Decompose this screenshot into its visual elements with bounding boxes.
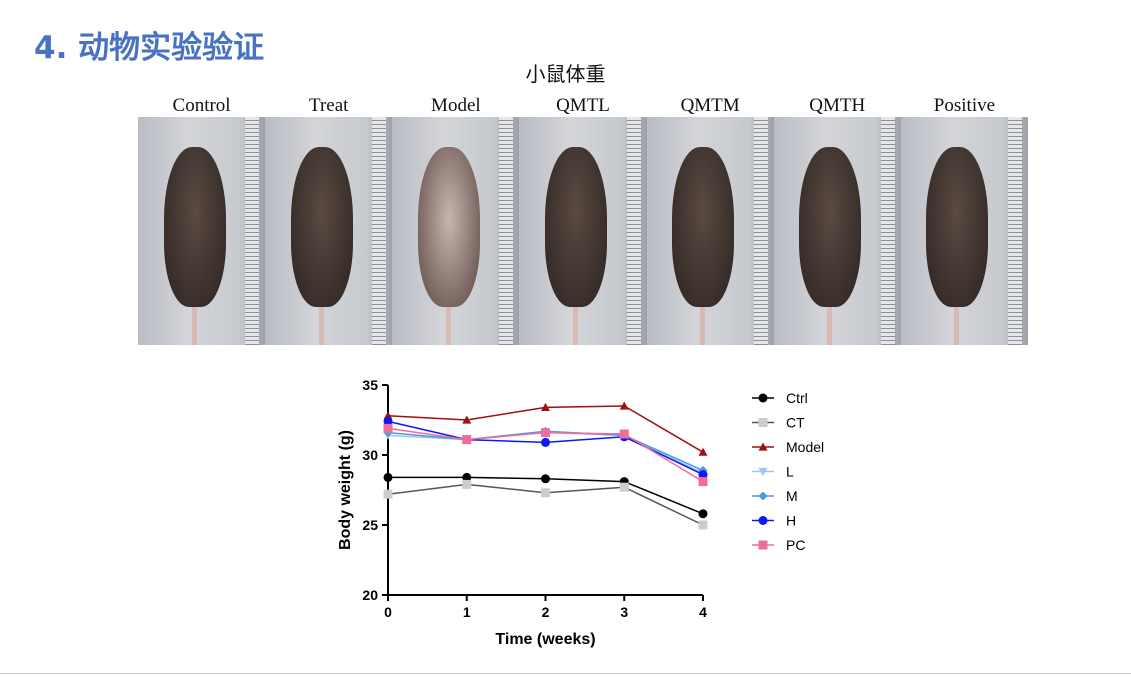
data-point-PC [541,428,550,438]
data-point-Model [619,401,629,410]
legend-label: Ctrl [786,390,808,406]
group-label: QMTL [556,95,610,116]
legend-marker [758,540,768,550]
mouse-tail [954,302,960,345]
data-point-H [698,470,708,480]
mouse-tail [700,302,706,345]
mouse-body [290,147,353,307]
data-point-Ctrl [383,472,393,482]
legend-marker [758,491,768,501]
group-label: Positive [933,95,996,116]
data-point-CT [698,520,708,530]
y-tick-label: 35 [362,377,378,393]
data-point-CT [383,489,393,499]
ruler [1007,117,1022,345]
group-label: Model [431,95,481,116]
ruler [753,117,768,345]
group-label: QMTH [809,95,866,116]
legend-label: M [786,488,798,504]
data-point-CT [462,479,472,489]
legend-label: CT [786,415,805,431]
x-tick-label: 2 [542,604,550,620]
body-weight-chart: 20 25 30 35 0 1 2 3 4 Time (weeks) Body weight (g)… [337,377,824,648]
data-point-PC [383,423,393,433]
data-point-Ctrl [462,472,472,482]
mouse-tail [318,302,324,345]
y-tick-label: 25 [362,517,378,533]
legend-label: Model [786,439,824,455]
x-tick-label: 0 [384,604,392,620]
ruler [880,117,895,345]
ruler [245,117,260,345]
group-label: Control [172,95,231,116]
data-point-Ctrl [541,474,550,484]
y-axis-label: Body weight (g) [337,430,354,550]
data-point-Model [698,447,708,456]
data-point-CT [541,488,550,498]
slide-title: 4. 动物实验验证 [34,30,265,66]
photo-labels: Control Treat Model QMTL QMTM QMTH Posit… [138,95,1028,117]
mouse-tail [827,302,833,345]
mouse-photo [773,117,901,345]
data-point-Model [462,415,472,424]
mouse-photo [900,117,1028,345]
data-point-Model [541,402,550,411]
x-tick-label: 4 [699,604,707,620]
ruler [626,117,641,345]
group-label: Treat [309,95,349,116]
legend-marker [758,442,768,451]
mouse-photo-strip [138,117,1028,345]
mouse-photo [519,117,647,345]
legend-label: L [786,464,794,480]
mouse-photo [392,117,520,345]
mouse-body [163,147,226,307]
mouse-body [926,147,989,307]
data-point-H [541,437,550,447]
legend-marker [758,418,768,427]
x-tick-label: 3 [620,604,628,620]
data-point-Ctrl [698,509,708,519]
figure-subtitle: 小鼠体重 [525,62,606,86]
mouse-body [544,147,607,307]
x-tick-label: 1 [463,604,471,620]
legend-marker [758,393,768,403]
mouse-photo [138,117,266,345]
mouse-body [417,147,480,307]
data-point-PC [698,477,708,487]
ruler [499,117,514,345]
y-tick-label: 30 [362,447,378,463]
mouse-tail [572,302,578,345]
data-point-H [383,416,393,426]
mouse-body [672,147,735,307]
legend-marker [758,467,768,476]
data-point-CT [619,482,629,492]
mouse-photo [646,117,774,345]
legend-label: H [786,513,796,529]
mouse-photo [265,117,393,345]
group-label: QMTM [680,95,740,116]
data-point-Model [383,411,393,420]
ruler [372,117,387,345]
divider [0,673,1131,674]
mouse-tail [445,302,451,345]
x-axis-label: Time (weeks) [495,631,595,648]
legend-marker [758,516,768,525]
legend-label: PC [786,537,805,553]
mouse-body [799,147,862,307]
mouse-tail [191,302,197,345]
data-point-PC [462,435,472,445]
data-point-PC [619,429,629,439]
y-tick-label: 20 [362,587,378,603]
